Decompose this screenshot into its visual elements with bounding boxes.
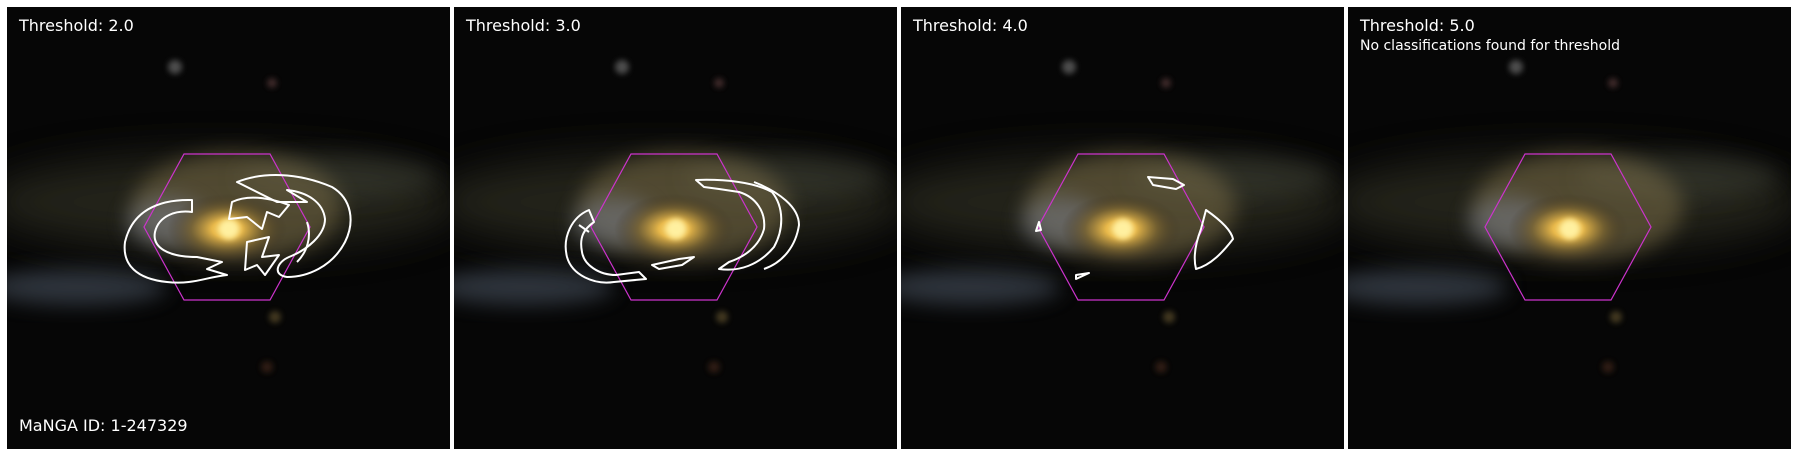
classification-contours <box>1035 176 1234 280</box>
galaxy-panel-threshold-4: Threshold: 4.0 <box>901 7 1344 449</box>
galaxy-panel-threshold-5: Threshold: 5.0 No classifications found … <box>1348 7 1791 449</box>
galaxy-panel-threshold-2: Threshold: 2.0 MaNGA ID: 1-247329 <box>7 7 450 449</box>
galaxy-image <box>7 7 450 449</box>
hexagon-outline <box>590 153 758 301</box>
hexagon-outline <box>1484 153 1652 301</box>
galaxy-panel-threshold-3: Threshold: 3.0 <box>454 7 897 449</box>
classification-contours <box>123 174 352 284</box>
classification-contours <box>564 178 800 284</box>
no-classifications-note: No classifications found for threshold <box>1360 38 1620 54</box>
threshold-label: Threshold: 3.0 <box>466 16 581 35</box>
threshold-label: Threshold: 5.0 <box>1360 16 1475 35</box>
threshold-label: Threshold: 4.0 <box>913 16 1028 35</box>
hexagon-outline <box>143 153 311 301</box>
galaxy-image <box>901 7 1344 449</box>
threshold-label: Threshold: 2.0 <box>19 16 134 35</box>
galaxy-image <box>454 7 897 449</box>
manga-id-label: MaNGA ID: 1-247329 <box>19 416 188 435</box>
galaxy-image <box>1348 7 1791 449</box>
